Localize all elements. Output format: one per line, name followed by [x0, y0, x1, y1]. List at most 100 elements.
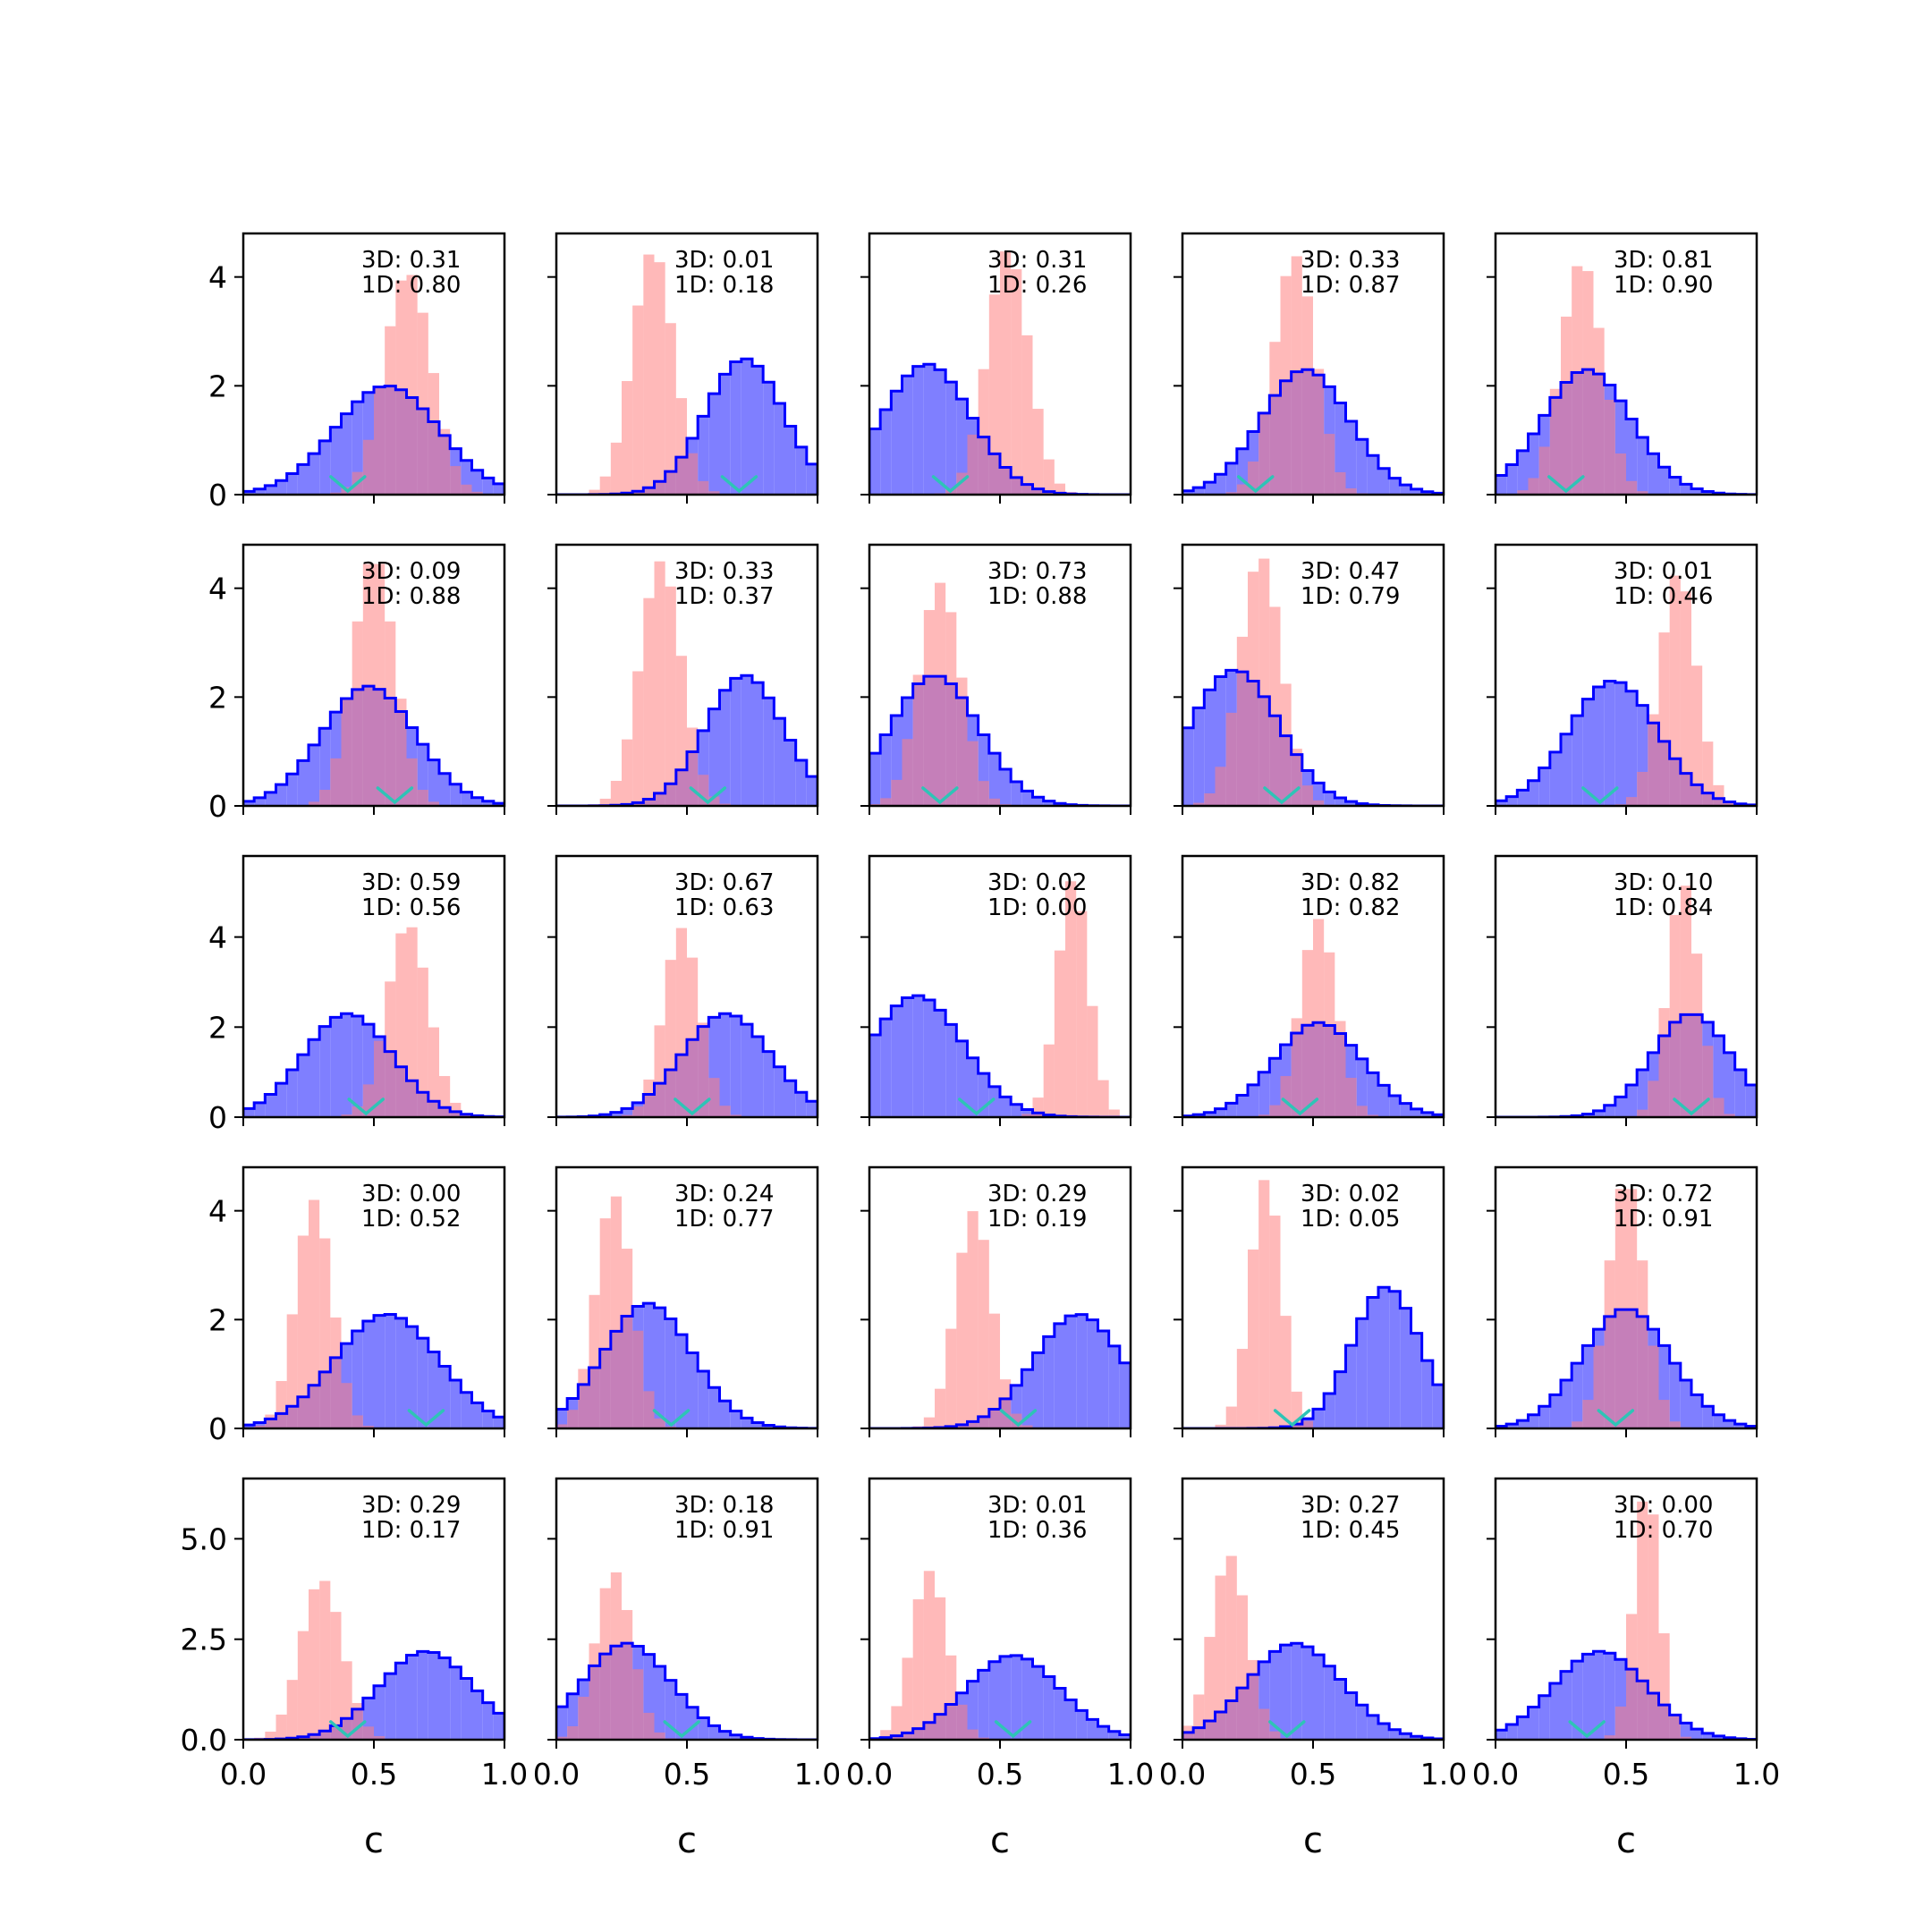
blue-bar [265, 485, 276, 495]
blue-bar [956, 399, 968, 495]
blue-bar [1204, 1112, 1216, 1117]
blue-bar [1572, 1363, 1583, 1428]
annotation-3d: 3D: 0.29 [987, 1181, 1087, 1208]
red-bar [654, 561, 665, 806]
red-bar [1356, 1106, 1368, 1117]
blue-bar [1367, 1715, 1378, 1740]
blue-bar [352, 1330, 363, 1428]
red-bar [730, 1114, 741, 1117]
red-bar [450, 1102, 462, 1117]
annotation-1d: 1D: 0.19 [987, 1206, 1087, 1233]
blue-bar [1097, 1726, 1109, 1740]
red-bar [1021, 1425, 1033, 1428]
red-bar [362, 1426, 374, 1428]
marker-v [407, 1409, 445, 1428]
marker-v [957, 1097, 996, 1116]
red-bar [1324, 434, 1335, 495]
blue-bar [1313, 1409, 1325, 1428]
blue-bar [967, 1057, 979, 1117]
red-bar [352, 621, 363, 806]
blue-bar [1204, 690, 1216, 806]
red-bar [341, 1114, 352, 1117]
red-bar [1076, 911, 1088, 1117]
blue-bar [1345, 801, 1357, 806]
blue-bar [556, 1707, 568, 1740]
red-bar [654, 1732, 665, 1740]
annotation-1d: 1D: 0.37 [674, 583, 774, 610]
annotation-3d: 3D: 0.10 [1614, 869, 1713, 896]
blue-bar [935, 369, 946, 495]
blue-bar [1065, 1316, 1077, 1428]
blue-bar [698, 1717, 709, 1740]
annotation-1d: 1D: 0.17 [361, 1517, 461, 1544]
red-bar [1648, 714, 1659, 806]
annotation-1d: 1D: 0.82 [1301, 894, 1400, 921]
red-bar [406, 927, 418, 1117]
blue-bar [1021, 1658, 1033, 1740]
red-bar [439, 428, 451, 495]
blue-bar [1528, 1414, 1539, 1428]
annotation-1d: 1D: 0.88 [987, 583, 1087, 610]
red-bar [956, 677, 968, 806]
red-bar [1301, 950, 1313, 1117]
blue-bar [1496, 801, 1507, 806]
blue-bar [374, 1685, 386, 1740]
blue-bar [1313, 783, 1325, 806]
y-tick-label: 0 [208, 1411, 227, 1446]
blue-bar [1400, 1308, 1411, 1428]
annotation-3d: 3D: 0.27 [1301, 1492, 1400, 1519]
red-bar [1291, 256, 1302, 495]
blue-bar [1345, 1692, 1357, 1740]
red-bar [319, 790, 331, 806]
blue-bar [341, 1013, 352, 1117]
blue-bar [1335, 797, 1346, 806]
x-tick-label: 0.5 [1290, 1757, 1336, 1792]
red-bar [988, 294, 1000, 495]
annotation-3d: 3D: 0.72 [1614, 1181, 1713, 1208]
red-bar [395, 933, 407, 1117]
marker-v [1263, 786, 1301, 805]
blue-bar [730, 361, 741, 495]
blue-bar [1335, 1679, 1346, 1740]
red-bar [1669, 575, 1681, 806]
blue-bar [654, 1308, 665, 1428]
blue-step-line [556, 1012, 818, 1117]
blue-bar [275, 480, 287, 495]
red-bar [632, 1330, 644, 1428]
annotation-1d: 1D: 0.05 [1301, 1206, 1400, 1233]
red-bar [1248, 1249, 1259, 1428]
y-tick-label: 0.0 [181, 1723, 227, 1758]
blue-bar [385, 1674, 396, 1740]
red-bar [578, 1697, 589, 1740]
annotation-1d: 1D: 0.87 [1301, 272, 1400, 299]
red-bar [275, 1381, 287, 1428]
blue-bar [1572, 716, 1583, 806]
annotation-3d: 3D: 0.59 [361, 869, 461, 896]
red-bar [1301, 785, 1313, 806]
blue-bar [1011, 1655, 1022, 1740]
blue-bar [806, 776, 818, 806]
red-bar [687, 957, 699, 1117]
blue-bar [1087, 1319, 1098, 1428]
red-bar [589, 1643, 600, 1740]
blue-bar [471, 1402, 483, 1428]
blue-step-line [243, 684, 504, 806]
red-bar [1291, 749, 1302, 806]
x-tick-label: 0.5 [977, 1757, 1023, 1792]
red-bar [643, 1079, 655, 1117]
red-bar [1301, 296, 1313, 495]
blue-bar [1335, 1371, 1346, 1428]
red-bar [687, 727, 699, 806]
red-bar [935, 1597, 946, 1740]
blue-bar [1108, 1345, 1120, 1428]
red-bar [1236, 484, 1248, 495]
blue-bar [752, 366, 764, 495]
blue-bar [1582, 1114, 1594, 1117]
blue-bar [1258, 1072, 1270, 1117]
x-tick-label: 0.0 [1159, 1757, 1206, 1792]
blue-bar [243, 1108, 255, 1117]
blue-bar [741, 1024, 752, 1117]
